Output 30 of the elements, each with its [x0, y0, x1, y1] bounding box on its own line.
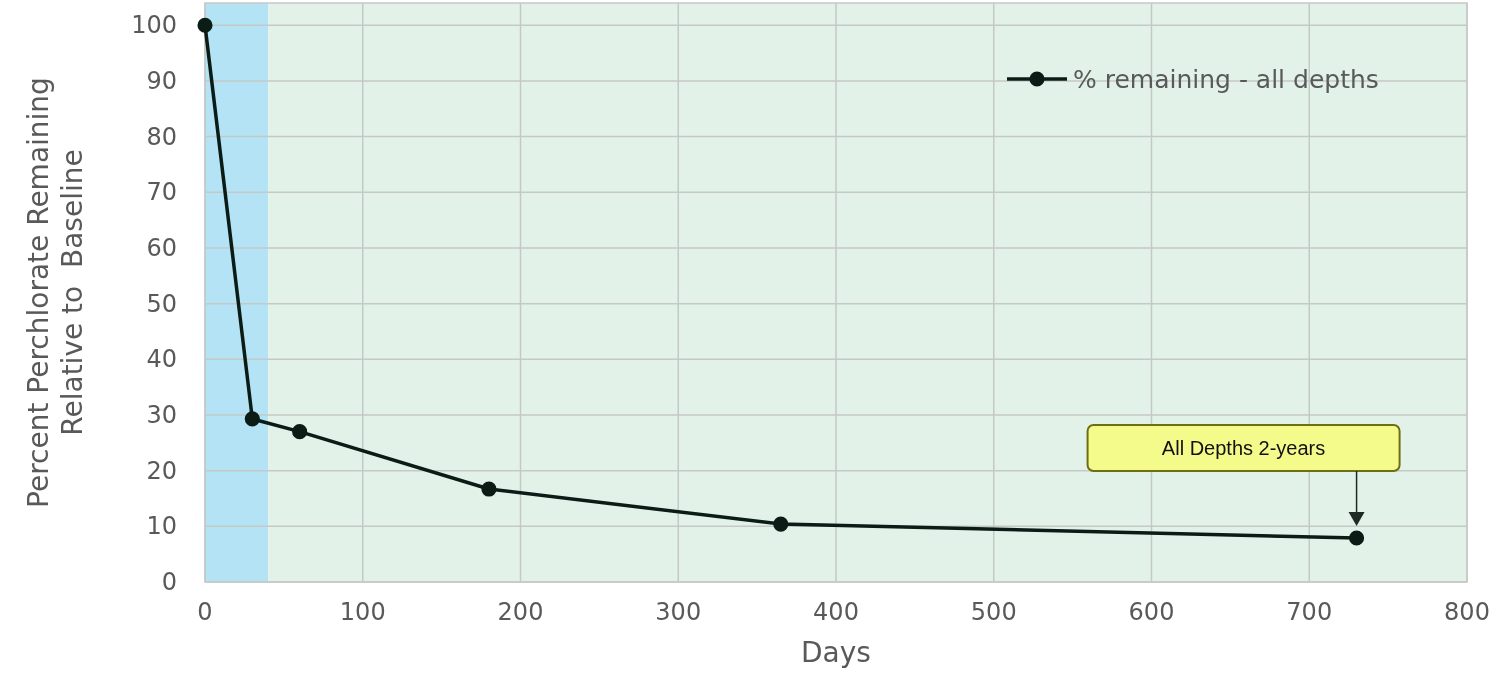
point	[1349, 530, 1365, 546]
point	[292, 424, 308, 440]
x-tick-label: 300	[655, 598, 702, 626]
y-tick-label: 0	[161, 568, 177, 596]
y-tick-label: 70	[146, 178, 177, 207]
x-tick-label: 800	[1444, 598, 1490, 626]
x-tick-label: 0	[197, 598, 213, 626]
legend-label: % remaining - all depths	[1073, 65, 1379, 94]
point	[481, 481, 497, 497]
x-tick-label: 200	[497, 598, 544, 626]
y-tick-label: 50	[146, 289, 177, 318]
y-tick-label: 20	[146, 456, 177, 485]
x-tick-label: 500	[970, 598, 1017, 626]
point	[197, 17, 213, 33]
point	[244, 411, 260, 427]
y-axis-title: Percent Perchlorate Remaining Relative to Baseline	[22, 77, 89, 508]
x-tick-label: 100	[339, 598, 386, 626]
x-tick-label: 700	[1286, 598, 1333, 626]
x-tick-label: 600	[1128, 598, 1175, 626]
x-tick-label: 400	[813, 598, 859, 626]
y-tick-label: 100	[131, 11, 177, 40]
y-tick-label: 30	[146, 400, 177, 429]
y-tick-label: 80	[146, 122, 177, 151]
y-tick-label: 40	[146, 345, 177, 374]
y-tick-label: 90	[146, 66, 177, 95]
x-axis-title: Days	[801, 636, 871, 669]
y-tick-label: 10	[146, 512, 177, 541]
y-tick-label: 60	[146, 233, 177, 262]
point	[773, 516, 789, 532]
annotation: All Depths 2-years	[1161, 437, 1326, 460]
